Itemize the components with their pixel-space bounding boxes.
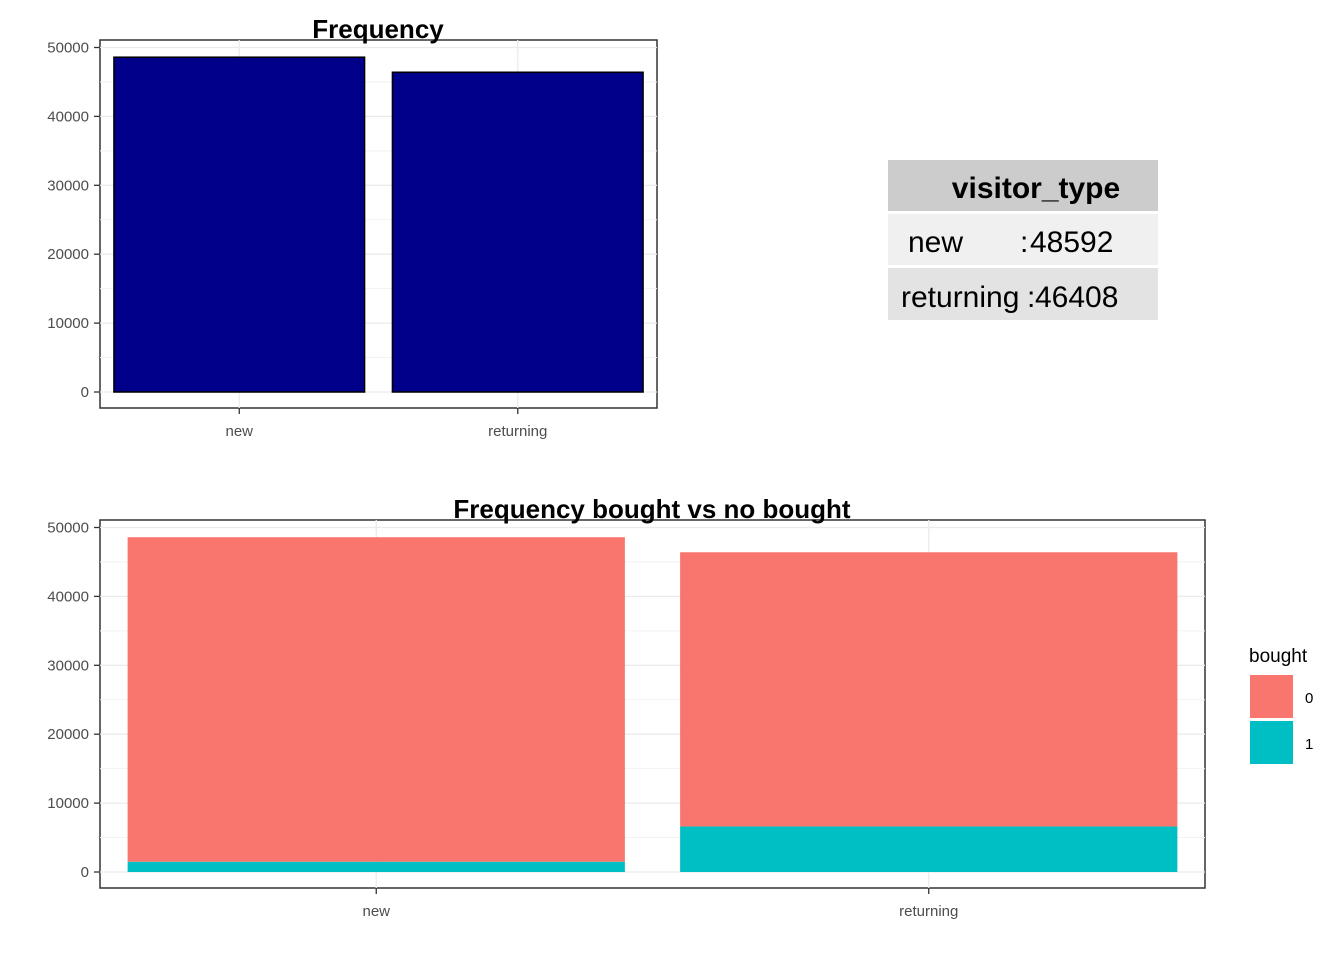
y-tick-label: 10000 [47, 795, 89, 812]
y-tick-label: 50000 [47, 520, 89, 537]
y-tick-label: 0 [81, 864, 89, 881]
y-tick-label: 20000 [47, 246, 89, 263]
chart2-title: Frequency bought vs no bought [453, 494, 851, 524]
chart1-title: Frequency [312, 14, 444, 44]
y-tick-label: 30000 [47, 657, 89, 674]
table-row-new-sep: : [1020, 226, 1028, 259]
legend-title: bought [1249, 646, 1308, 667]
x-tick-label: returning [899, 903, 958, 920]
bar-new-bought-0 [127, 537, 625, 862]
chart2-y-axis: 0 10000 20000 30000 40000 50000 [47, 520, 100, 881]
chart2-x-axis: new returning [362, 888, 958, 920]
y-tick-label: 40000 [47, 588, 89, 605]
table-row-returning-sep: : [1027, 281, 1035, 314]
chart1-y-axis: 0 10000 20000 30000 40000 50000 [47, 40, 100, 401]
y-tick-label: 40000 [47, 108, 89, 125]
chart1-x-axis: new returning [225, 408, 547, 440]
y-tick-label: 50000 [47, 40, 89, 57]
bought-legend: bought 0 1 [1249, 646, 1313, 764]
legend-key-1 [1250, 721, 1293, 764]
x-tick-label: returning [488, 423, 547, 440]
bar-new [113, 56, 366, 393]
x-tick-label: new [362, 903, 390, 920]
y-tick-label: 30000 [47, 177, 89, 194]
x-tick-label: new [225, 423, 253, 440]
legend-key-0 [1250, 675, 1293, 718]
y-tick-label: 0 [81, 384, 89, 401]
table-row-new-value: 48592 [1030, 226, 1113, 259]
table-row-bg [888, 268, 1158, 320]
bar-returning [391, 71, 644, 393]
table-row-new-label: new [908, 226, 963, 259]
legend-label-0: 0 [1305, 690, 1313, 707]
y-tick-label: 20000 [47, 726, 89, 743]
table-header: visitor_type [952, 172, 1120, 205]
visitor-type-summary-table: visitor_type new : 48592 returning : 464… [888, 160, 1158, 320]
table-row-returning-label: returning [901, 281, 1019, 314]
table-header-bg [888, 160, 1158, 211]
bar-returning-bought-0 [680, 552, 1178, 827]
bar-returning-bought-1 [680, 826, 1178, 872]
table-row-bg [888, 214, 1158, 265]
bar-new-bought-1 [127, 861, 625, 872]
y-tick-label: 10000 [47, 315, 89, 332]
chart1-bars [113, 56, 644, 393]
legend-label-1: 1 [1305, 736, 1313, 753]
chart2-bars [127, 537, 1178, 872]
table-row-returning-value: 46408 [1035, 281, 1118, 314]
